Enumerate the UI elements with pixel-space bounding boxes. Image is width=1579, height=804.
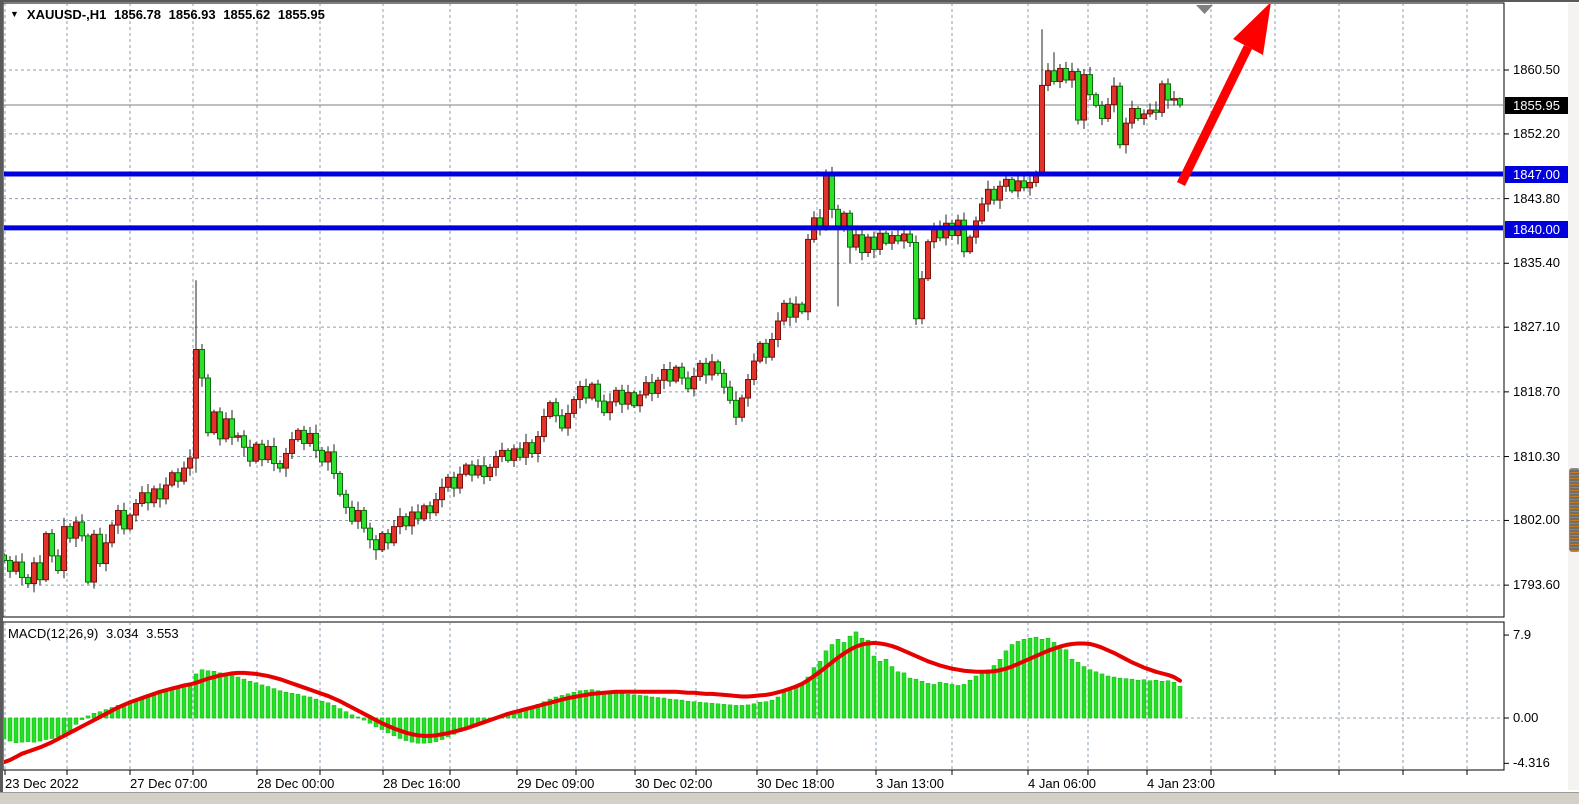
- symbol-period-label: XAUUSD-,H1: [26, 7, 107, 22]
- macd-indicator-label: MACD(12,26,9) 3.034 3.553: [8, 626, 183, 641]
- price-axis-label: 1835.40: [1513, 255, 1560, 271]
- high-value: 1856.93: [168, 7, 216, 22]
- low-value: 1855.62: [223, 7, 271, 22]
- macd-signal-value: 3.553: [146, 626, 179, 641]
- time-axis-label: 4 Jan 23:00: [1147, 776, 1215, 791]
- price-axis-label: 1860.50: [1513, 62, 1560, 77]
- macd-histogram: [4, 631, 1183, 744]
- open-value: 1856.78: [114, 7, 162, 22]
- level-price-badge-1840[interactable]: 1840.00: [1505, 221, 1576, 238]
- macd-axis-label: 7.9: [1513, 627, 1532, 643]
- time-axis-label: 23 Dec 2022: [5, 776, 79, 791]
- level-price-badge-1847[interactable]: 1847.00: [1505, 166, 1576, 183]
- window-top-border: [0, 0, 1579, 2]
- candlestick-series: [4, 29, 1183, 593]
- time-axis-label: 30 Dec 02:00: [635, 776, 713, 791]
- scrollbar-thumb[interactable]: [1569, 468, 1579, 552]
- current-price-badge: 1855.95: [1505, 97, 1576, 114]
- price-axis-label: 1793.60: [1513, 577, 1560, 593]
- status-strip: [0, 792, 1579, 804]
- time-axis-label: 4 Jan 06:00: [1028, 776, 1096, 791]
- time-axis-label: 29 Dec 09:00: [517, 776, 595, 791]
- close-value: 1855.95: [277, 7, 325, 22]
- time-axis-label: 28 Dec 00:00: [257, 776, 335, 791]
- price-axis-label: 1843.80: [1513, 190, 1560, 206]
- time-axis-label: 27 Dec 07:00: [130, 776, 208, 791]
- macd-signal-line: [4, 640, 1182, 765]
- time-axis-label: 3 Jan 13:00: [876, 776, 944, 791]
- macd-name: MACD(12,26,9): [8, 626, 99, 641]
- macd-chart-area[interactable]: [2, 622, 1504, 770]
- price-axis-label: 1827.10: [1513, 319, 1560, 335]
- price-axis-label: 1802.00: [1513, 512, 1560, 528]
- symbol-title: ▼ XAUUSD-,H1 1856.78 1856.93 1855.62 1855…: [10, 7, 329, 22]
- time-axis-label: 30 Dec 18:00: [757, 776, 835, 791]
- collapse-quote-icon[interactable]: ▼: [10, 9, 19, 19]
- price-axis-label: 1852.20: [1513, 125, 1560, 141]
- macd-axis-label: -4.316: [1513, 755, 1550, 771]
- vertical-scrollbar[interactable]: [1568, 3, 1579, 790]
- macd-main-value: 3.034: [105, 626, 139, 641]
- time-axis-label: 28 Dec 16:00: [383, 776, 461, 791]
- main-chart-frame: [2, 2, 1505, 618]
- price-axis-label: 1818.70: [1513, 383, 1560, 399]
- main-chart-area[interactable]: [2, 2, 1505, 617]
- window-left-border: [0, 0, 3, 792]
- macd-axis-label: 0.00: [1513, 710, 1539, 725]
- chart-shift-marker-icon[interactable]: [1196, 5, 1213, 14]
- trend-arrow[interactable]: [1176, 2, 1271, 186]
- price-axis-label: 1810.30: [1513, 448, 1560, 464]
